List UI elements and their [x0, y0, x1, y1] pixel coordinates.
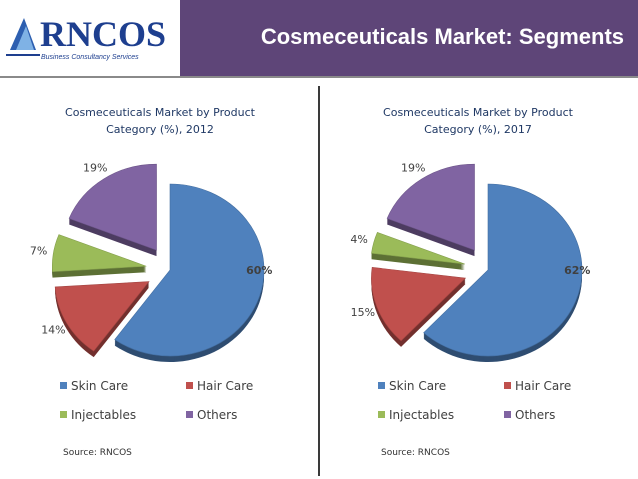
pie-slice-others [68, 163, 157, 251]
data-label-hair-care: 14% [41, 324, 65, 337]
chart-title-line-2: Category (%), 2012 [106, 123, 214, 136]
data-label-injectables: 4% [350, 233, 367, 246]
legend-swatch [504, 411, 511, 418]
pie-slice-injectables [371, 231, 465, 265]
panel-divider [318, 86, 320, 476]
source-note-2012: Source: RNCOS [63, 448, 132, 458]
legend-swatch [60, 411, 67, 418]
logo-mark-icon [6, 18, 40, 56]
legend-swatch [186, 382, 193, 389]
chart-title-2012: Cosmeceuticals Market by Product Categor… [10, 104, 310, 138]
legend-item-hair-care: Hair Care [186, 379, 253, 393]
legend-item-injectables: Injectables [60, 408, 136, 422]
header-divider [0, 76, 638, 78]
legend-label: Injectables [71, 408, 137, 422]
logo-tagline: Business Consultancy Services [41, 54, 139, 61]
pie-chart-2012: 60% 14% 7% 19% [30, 162, 272, 362]
legend-label: Others [197, 408, 238, 422]
legend-swatch [378, 411, 385, 418]
chart-title-line-1: Cosmeceuticals Market by Product [383, 106, 573, 119]
pie-slice-hair-care [54, 281, 150, 352]
legend-item-skin-care: Skin Care [60, 379, 128, 393]
data-label-others: 19% [401, 162, 425, 175]
legend-2017: Skin Care Hair Care Injectables Others [378, 377, 628, 437]
pie-slice-injectables [52, 234, 147, 272]
legend-swatch [504, 382, 511, 389]
legend-item-others: Others [504, 408, 555, 422]
page-title: Cosmeceuticals Market: Segments [260, 24, 624, 49]
title-bar: Cosmeceuticals Market: Segments [180, 0, 638, 76]
logo-text: RNCOS [40, 14, 167, 54]
pie-chart-2017: 62% 15% 4% 19% [350, 162, 590, 362]
legend-2012: Skin Care Hair Care Injectables Others [60, 377, 310, 437]
legend-label: Others [515, 408, 556, 422]
data-label-skin-care: 62% [564, 264, 590, 277]
header: RNCOS Business Consultancy Services Cosm… [0, 0, 638, 76]
pie-slice-hair-care [371, 267, 467, 342]
data-label-hair-care: 15% [351, 306, 375, 319]
data-label-others: 19% [83, 162, 107, 175]
legend-label: Hair Care [197, 379, 254, 393]
legend-swatch [378, 382, 385, 389]
legend-label: Injectables [389, 408, 455, 422]
legend-item-injectables: Injectables [378, 408, 454, 422]
legend-item-skin-care: Skin Care [378, 379, 446, 393]
pie-slice-skin-care [423, 183, 583, 357]
chart-panel-2012: Cosmeceuticals Market by Product Categor… [10, 90, 310, 475]
legend-label: Hair Care [515, 379, 572, 393]
legend-item-hair-care: Hair Care [504, 379, 571, 393]
source-note-2017: Source: RNCOS [381, 448, 450, 458]
chart-title-line-1: Cosmeceuticals Market by Product [65, 106, 255, 119]
chart-panel-2017: Cosmeceuticals Market by Product Categor… [328, 90, 628, 475]
pie-slice-skin-care [114, 183, 265, 357]
logo: RNCOS Business Consultancy Services [0, 0, 180, 76]
pie-slice-others [386, 163, 475, 251]
chart-title-line-2: Category (%), 2017 [424, 123, 532, 136]
data-label-injectables: 7% [30, 245, 47, 258]
legend-label: Skin Care [71, 379, 129, 393]
legend-swatch [60, 382, 67, 389]
legend-item-others: Others [186, 408, 237, 422]
legend-swatch [186, 411, 193, 418]
chart-title-2017: Cosmeceuticals Market by Product Categor… [328, 104, 628, 138]
legend-label: Skin Care [389, 379, 447, 393]
data-label-skin-care: 60% [246, 264, 272, 277]
